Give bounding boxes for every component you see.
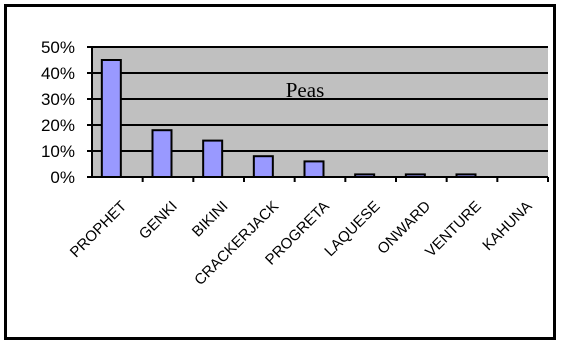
x-tick-label: KAHUNA xyxy=(479,198,535,254)
bar xyxy=(252,155,274,178)
x-tick-label: BIKINI xyxy=(189,198,232,241)
y-tick-label: 20% xyxy=(41,116,75,135)
y-tick-label: 30% xyxy=(41,90,75,109)
x-tick-label: GENKI xyxy=(136,198,181,243)
bar xyxy=(202,139,224,179)
bars xyxy=(100,59,477,179)
y-tick-label: 50% xyxy=(41,38,75,57)
gridlines xyxy=(92,46,548,152)
x-tick-label: PROPHET xyxy=(67,198,130,261)
x-tick-labels: PROPHET GENKI BIKINICRACKERJACKPROGRETALAQ… xyxy=(67,198,536,289)
x-tick-label: LAQUESE xyxy=(321,198,383,260)
y-tick-label: 10% xyxy=(41,142,75,161)
bar xyxy=(303,160,325,178)
bar xyxy=(151,129,173,178)
axes xyxy=(87,46,549,182)
y-tick-labels: 0% 10% 20% 30% 40% 50% xyxy=(41,38,75,187)
bar xyxy=(100,59,122,178)
y-tick-label: 0% xyxy=(50,168,75,187)
chart-title: Peas xyxy=(286,78,325,102)
y-tick-label: 40% xyxy=(41,64,75,83)
